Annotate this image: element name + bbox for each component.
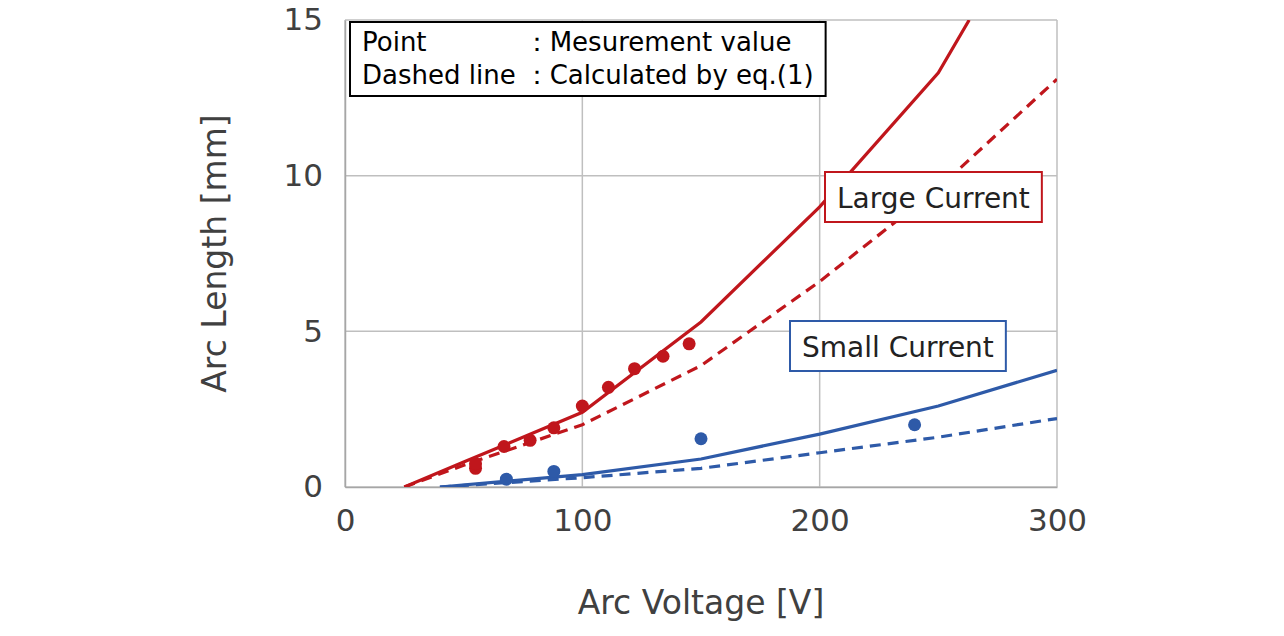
grid-line [345, 19, 1057, 21]
tick: 300 [1028, 487, 1087, 538]
tick-label: 300 [1028, 502, 1087, 538]
tick: 200 [791, 487, 850, 538]
y-axis-title: Arc Length [mm] [195, 114, 234, 392]
tick-label: 5 [303, 313, 323, 349]
series-label: Large Current [825, 172, 1042, 222]
measurement-point [524, 434, 537, 447]
measurement-point [547, 465, 560, 478]
tick-label: 0 [336, 502, 356, 538]
fit-line [440, 370, 1057, 487]
measurement-point [602, 381, 615, 394]
grid-line [344, 20, 346, 487]
measurement-point [695, 432, 708, 445]
tick: 15 [284, 1, 345, 37]
annotation-term: Dashed line [362, 60, 516, 90]
series-label-box [790, 321, 1006, 371]
tick: 100 [553, 487, 612, 538]
tick: 10 [284, 157, 345, 193]
y-axis: 0 5 10 15 [284, 1, 346, 504]
tick: 0 [303, 468, 345, 504]
annotation-frame [350, 22, 826, 96]
measurement-point [576, 400, 589, 413]
tick-label: 100 [553, 502, 612, 538]
x-axis: 0 100 200 300 [336, 487, 1087, 538]
tick-label: 200 [791, 502, 850, 538]
measurement-point [657, 350, 670, 363]
calculated-line [440, 419, 1057, 487]
grid [345, 20, 1057, 487]
tick-label: 15 [284, 1, 323, 37]
measurement-point [683, 337, 696, 350]
tick-label: 0 [303, 468, 323, 504]
series-label-text: Small Current [802, 331, 994, 364]
annotation-term: Point [362, 27, 427, 57]
annotation-desc: ：Mesurement value [524, 27, 792, 57]
measurement-point [469, 457, 482, 470]
axis-line [345, 21, 347, 488]
x-axis-title: Arc Voltage [V] [578, 583, 825, 622]
annotation-box: PointDashed line ：Mesurement value：Calcul… [350, 22, 826, 96]
tick: 5 [303, 313, 345, 349]
grid-line [1056, 20, 1058, 487]
measurement-point [547, 421, 560, 434]
tick: 0 [336, 487, 356, 538]
series-label-text: Large Current [837, 182, 1030, 215]
series-label: Small Current [790, 321, 1006, 371]
measurement-point [628, 362, 641, 375]
measurement-point [908, 418, 921, 431]
tick-label: 10 [284, 157, 323, 193]
measurement-point [498, 440, 511, 453]
calculated-line [404, 79, 1057, 487]
chart: 0 100 200 300 0 5 10 15 Arc Voltage [V] Arc Lengt… [0, 0, 1284, 636]
annotation-desc: ：Calculated by eq.(1) [524, 60, 814, 90]
measurement-point [500, 473, 513, 486]
series-label-box [825, 172, 1042, 222]
